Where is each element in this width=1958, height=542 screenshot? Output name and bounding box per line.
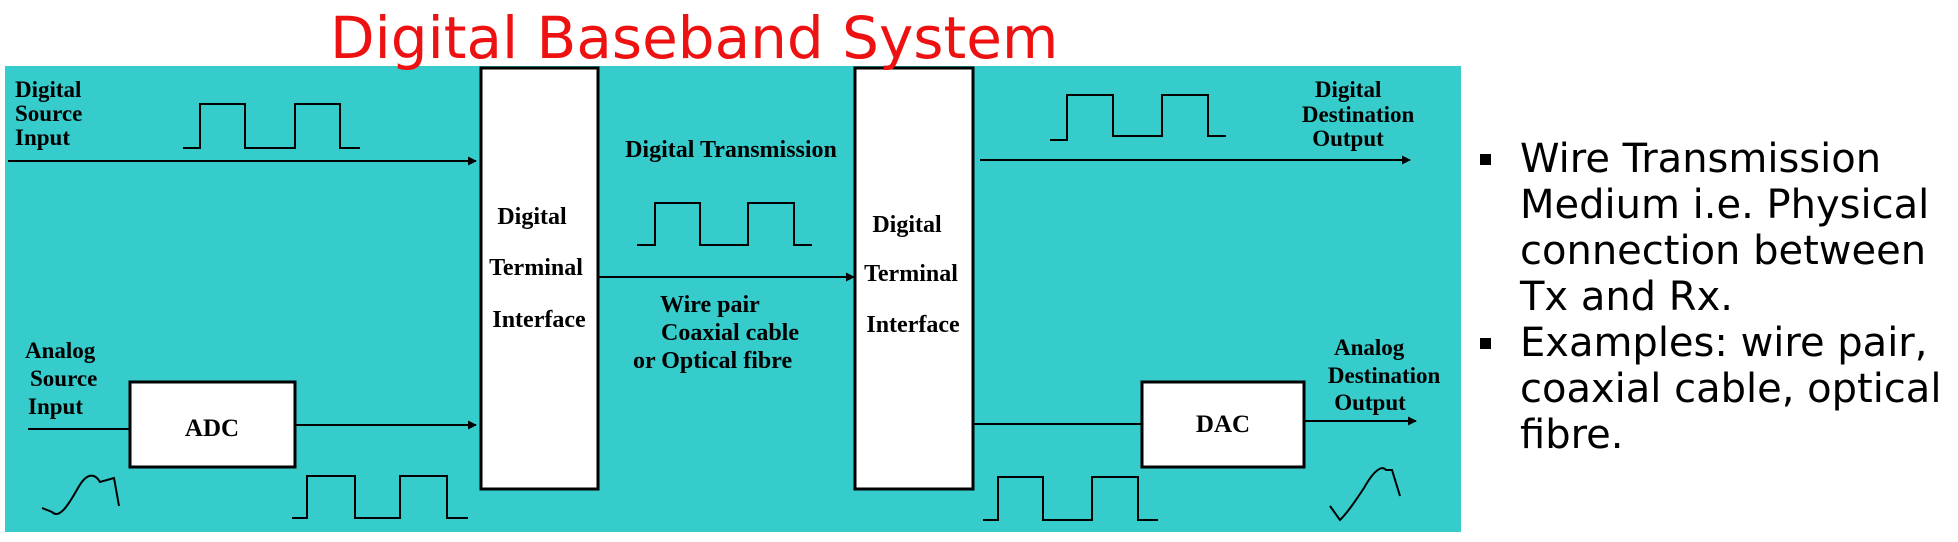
digital-transmission-label: Digital Transmission xyxy=(625,137,837,163)
terminal-interface-left xyxy=(479,66,600,491)
digital-output-pulse-wave xyxy=(1050,94,1226,141)
analog-output-sine-wave xyxy=(1329,467,1401,522)
terminal-interface-left-label: Digital Terminal Interface xyxy=(489,204,589,333)
transmission-medium-label: Wire pair Coaxial cable or Optical fibre xyxy=(633,292,805,374)
adc-label: ADC xyxy=(185,415,239,442)
bullet-item-medium: Wire Transmission Medium i.e. Physical c… xyxy=(1468,136,1958,320)
bullet-list: Wire Transmission Medium i.e. Physical c… xyxy=(1468,136,1958,458)
page-title: Digital Baseband System xyxy=(330,4,1059,72)
terminal-interface-right xyxy=(853,66,975,491)
dac-label: DAC xyxy=(1196,411,1250,438)
dac-block xyxy=(1140,380,1306,469)
bullet-text: Wire Transmission Medium i.e. Physical c… xyxy=(1520,136,1930,320)
adc-output-pulse-wave xyxy=(292,475,468,519)
terminal-interface-right-label: Digital Terminal Interface xyxy=(864,212,964,338)
square-bullet-icon xyxy=(1480,154,1491,165)
transmission-pulse-wave xyxy=(637,202,812,246)
dac-input-pulse-wave xyxy=(983,476,1158,521)
square-bullet-icon xyxy=(1480,338,1491,349)
digital-source-input-label: Digital Source Input xyxy=(15,77,88,150)
analog-destination-output-label: Analog Destination Output xyxy=(1328,335,1446,415)
bullet-text: Examples: wire pair, coaxial cable, opti… xyxy=(1520,320,1942,458)
digital-destination-output-label: Digital Destination Output xyxy=(1302,77,1420,151)
digital-input-pulse-wave xyxy=(183,103,360,149)
bullet-item-examples: Examples: wire pair, coaxial cable, opti… xyxy=(1468,320,1958,458)
analog-input-sine-wave xyxy=(41,474,120,515)
analog-source-input-label: Analog Source Input xyxy=(25,338,103,419)
adc-block xyxy=(128,380,297,469)
